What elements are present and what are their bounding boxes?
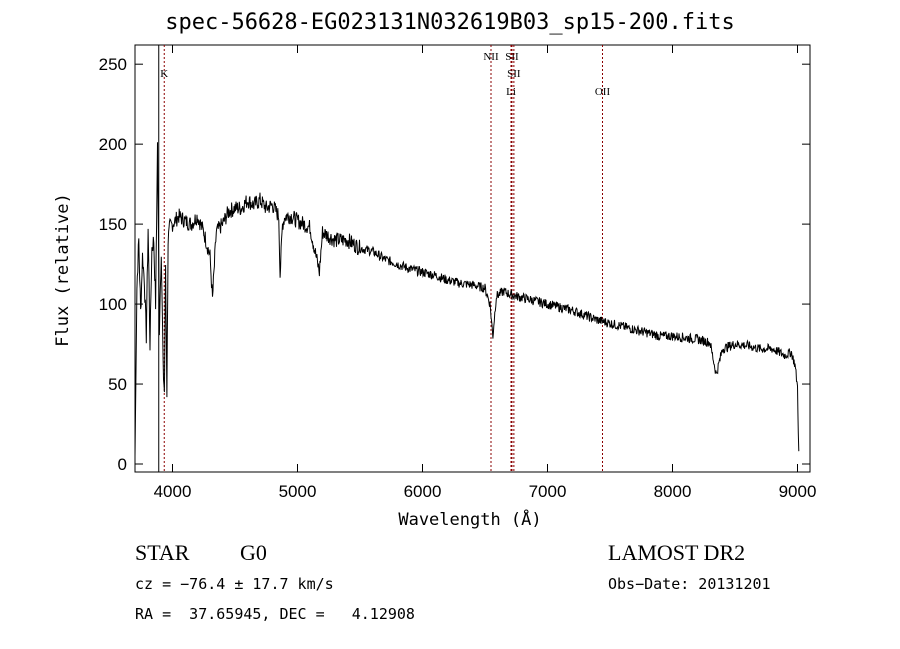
y-tick-label: 0 xyxy=(118,455,127,474)
x-tick-label: 6000 xyxy=(404,482,442,501)
y-axis-title: Flux (relative) xyxy=(53,193,73,347)
line-label: OII xyxy=(595,86,611,98)
chart-title: spec-56628-EG023131N032619B03_sp15-200.f… xyxy=(165,10,735,35)
y-tick-label: 50 xyxy=(108,375,127,394)
survey-name: LAMOST DR2 xyxy=(608,540,746,565)
line-label: SII xyxy=(507,68,521,80)
x-tick-label: 4000 xyxy=(154,482,192,501)
x-tick-label: 5000 xyxy=(279,482,317,501)
plot-frame xyxy=(134,44,811,473)
object-subclass: G0 xyxy=(240,540,267,565)
spectrum-line xyxy=(134,142,800,457)
y-tick-label: 200 xyxy=(99,135,127,154)
line-label: Li xyxy=(506,86,516,98)
obs-date: Obs−Date: 20131201 xyxy=(608,575,771,593)
x-axis-title: Wavelength (Å) xyxy=(398,510,542,530)
x-tick-label: 7000 xyxy=(529,482,567,501)
x-tick-label: 9000 xyxy=(779,482,817,501)
x-axis: 4000 5000 6000 7000 8000 9000 xyxy=(154,45,817,501)
line-label: K xyxy=(160,68,168,80)
y-tick-label: 150 xyxy=(99,215,127,234)
object-type: STAR xyxy=(135,540,190,565)
line-label: NII xyxy=(483,51,499,63)
y-tick-label: 100 xyxy=(99,295,127,314)
line-label: SII xyxy=(505,51,519,63)
redshift-text: cz = −76.4 ± 17.7 km/s xyxy=(135,575,334,593)
coordinates: RA = 37.65945, DEC = 4.12908 xyxy=(135,605,415,623)
y-axis: 0 50 100 150 200 250 xyxy=(99,55,810,474)
x-tick-label: 8000 xyxy=(654,482,692,501)
y-tick-label: 250 xyxy=(99,55,127,74)
